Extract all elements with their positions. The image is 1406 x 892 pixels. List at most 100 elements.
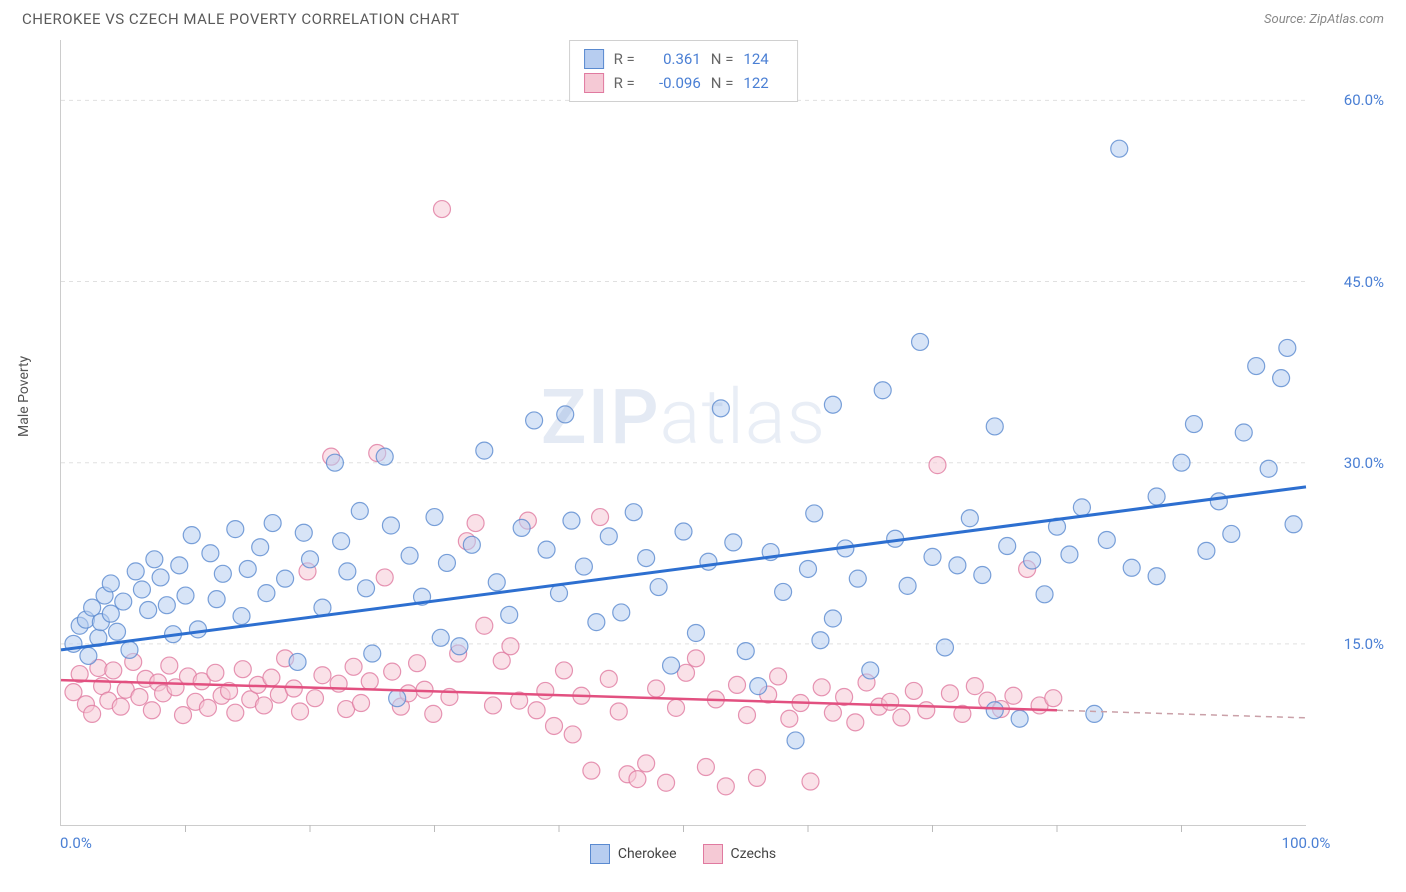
scatter-point [663, 657, 680, 674]
scatter-point [102, 575, 119, 592]
legend-item-czechs: Czechs [703, 844, 777, 864]
scatter-point [555, 662, 572, 679]
scatter-point [432, 629, 449, 646]
scatter-point [289, 653, 306, 670]
scatter-point [1260, 460, 1277, 477]
scatter-point [924, 548, 941, 565]
scatter-point [227, 704, 244, 721]
legend-label: Czechs [731, 846, 777, 862]
scatter-point [361, 673, 378, 690]
swatch-czechs [584, 73, 604, 93]
scatter-point [648, 680, 665, 697]
scatter-point [874, 382, 891, 399]
scatter-point [177, 587, 194, 604]
scatter-point [258, 585, 275, 602]
scatter-point [737, 643, 754, 660]
scatter-point [1279, 339, 1296, 356]
scatter-point [239, 560, 256, 577]
scatter-point [127, 563, 144, 580]
scatter-point [161, 657, 178, 674]
scatter-point [813, 679, 830, 696]
scatter-point [551, 585, 568, 602]
scatter-point [526, 412, 543, 429]
scatter-point [401, 547, 418, 564]
scatter-point [1123, 559, 1140, 576]
scatter-point [433, 201, 450, 218]
chart-container: Male Poverty R = 0.361 N = 124 R = -0.09… [22, 40, 1384, 874]
scatter-point [748, 769, 765, 786]
scatter-point [986, 702, 1003, 719]
scatter-point [918, 702, 935, 719]
scatter-point [538, 541, 555, 558]
scatter-point [384, 663, 401, 680]
scatter-point [1235, 424, 1252, 441]
scatter-point [152, 569, 169, 586]
scatter-point [725, 534, 742, 551]
scatter-point [1045, 690, 1062, 707]
scatter-point [929, 457, 946, 474]
series-legend: Cherokee Czechs [60, 844, 1306, 864]
scatter-point [121, 641, 138, 658]
scatter-point [513, 519, 530, 536]
scatter-point [600, 670, 617, 687]
n-label: N = [711, 74, 734, 92]
scatter-point [770, 668, 787, 685]
y-tick-label: 15.0% [1314, 635, 1384, 653]
scatter-point [966, 678, 983, 695]
scatter-point [800, 560, 817, 577]
chart-title: CHEROKEE VS CZECH MALE POVERTY CORRELATI… [22, 10, 460, 28]
scatter-point [227, 521, 244, 538]
r-label: R = [614, 50, 635, 68]
scatter-point [1248, 358, 1265, 375]
scatter-point [502, 638, 519, 655]
scatter-point [463, 536, 480, 553]
scatter-point [750, 678, 767, 695]
scatter-point [1086, 705, 1103, 722]
scatter-point [592, 509, 609, 526]
scatter-point [438, 554, 455, 571]
scatter-point [277, 570, 294, 587]
scatter-point [382, 517, 399, 534]
scatter-point [183, 527, 200, 544]
scatter-point [847, 714, 864, 731]
scatter-point [629, 771, 646, 788]
scatter-point [476, 617, 493, 634]
scatter-point [941, 685, 958, 702]
scatter-point [158, 597, 175, 614]
scatter-point [812, 632, 829, 649]
scatter-point [233, 608, 250, 625]
scatter-point [476, 442, 493, 459]
scatter-point [488, 574, 505, 591]
scatter-point [175, 707, 192, 724]
scatter-point [824, 610, 841, 627]
scatter-point [625, 504, 642, 521]
scatter-point [546, 717, 563, 734]
scatter-point [936, 639, 953, 656]
swatch-czechs [703, 844, 723, 864]
scatter-point [1148, 488, 1165, 505]
scatter-point [353, 695, 370, 712]
scatter-point [600, 528, 617, 545]
scatter-point [376, 448, 393, 465]
n-value-czechs: 122 [743, 74, 783, 92]
scatter-point [687, 624, 704, 641]
scatter-point [806, 505, 823, 522]
scatter-point [675, 523, 692, 540]
scatter-point [557, 406, 574, 423]
scatter-point [700, 553, 717, 570]
scatter-point [358, 580, 375, 597]
scatter-point [202, 545, 219, 562]
scatter-point [467, 515, 484, 532]
scatter-svg [61, 40, 1306, 825]
scatter-point [1024, 552, 1041, 569]
scatter-point [882, 693, 899, 710]
y-tick-label: 30.0% [1314, 454, 1384, 472]
scatter-point [131, 688, 148, 705]
scatter-point [351, 503, 368, 520]
scatter-point [1073, 499, 1090, 516]
scatter-point [1223, 525, 1240, 542]
scatter-point [189, 621, 206, 638]
scatter-point [824, 396, 841, 413]
scatter-point [787, 732, 804, 749]
r-value-cherokee: 0.361 [645, 50, 701, 68]
